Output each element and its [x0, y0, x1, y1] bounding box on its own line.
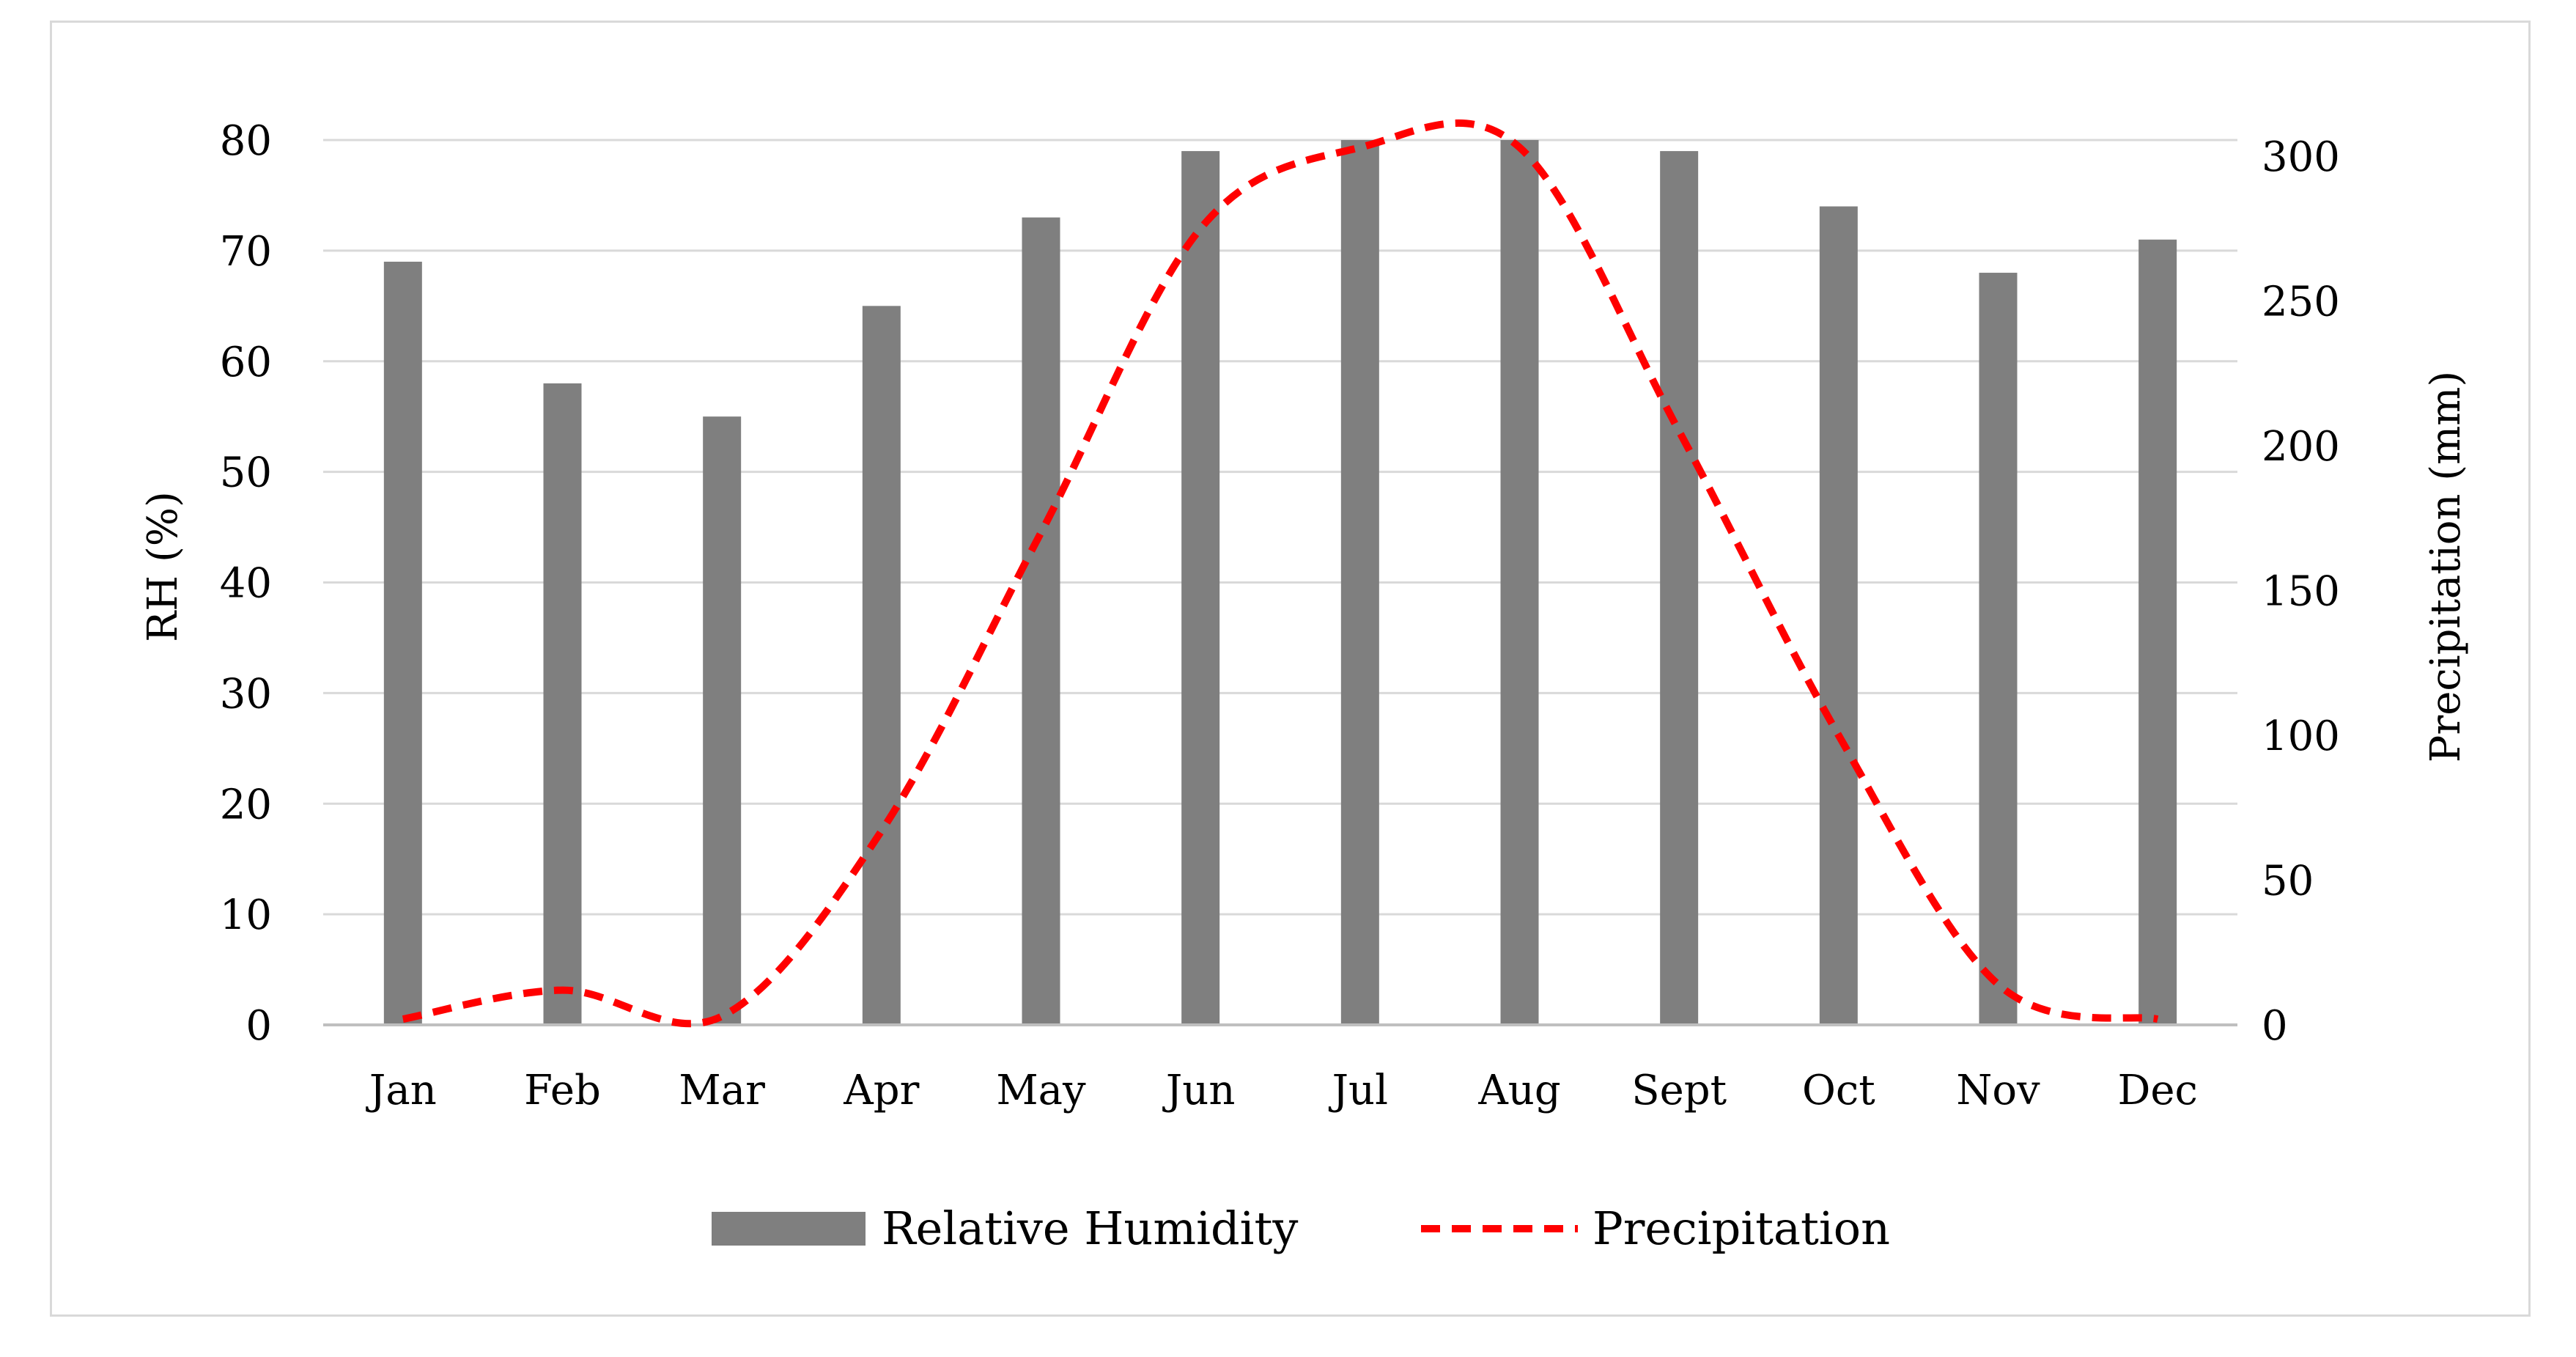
precipitation-line-group [402, 119, 2159, 1028]
bar-sept [1660, 151, 1699, 1025]
x-tick-label-jan: Jan [366, 1067, 437, 1114]
left-tick-label-40: 40 [220, 560, 272, 608]
bar-jan [383, 261, 422, 1025]
legend: Relative Humidity Precipitation [712, 1202, 1890, 1255]
x-tick-label-aug: Aug [1477, 1067, 1560, 1114]
right-tick-label-300: 300 [2262, 133, 2340, 181]
left-tick-label-80: 80 [220, 117, 272, 165]
x-axis-ticks: Jan Feb Mar Apr May Jun Jul Aug Sept Oct Nov Dec [366, 1067, 2198, 1114]
bar-dec [2138, 239, 2177, 1026]
chart-svg: 0 10 20 30 40 50 60 70 80 0 50 100 150 200 250 300 Jan… [139, 117, 2470, 1255]
right-tick-label-250: 250 [2262, 279, 2340, 326]
bar-jul [1340, 140, 1379, 1025]
gridlines [323, 139, 2237, 916]
x-tick-label-jul: Jul [1329, 1067, 1388, 1114]
right-axis-ticks: 0 50 100 150 200 250 300 [2262, 133, 2340, 1050]
bar-nov [1979, 273, 2018, 1025]
right-tick-label-0: 0 [2262, 1002, 2288, 1050]
left-axis-title: RH (%) [139, 491, 187, 642]
x-tick-label-nov: Nov [1956, 1067, 2040, 1114]
x-tick-label-may: May [996, 1067, 1086, 1114]
legend-label-relative-humidity: Relative Humidity [882, 1202, 1298, 1255]
right-tick-label-100: 100 [2262, 713, 2340, 760]
rh-bars [383, 140, 2177, 1026]
legend-label-precipitation: Precipitation [1593, 1202, 1890, 1255]
x-tick-label-apr: Apr [843, 1067, 919, 1114]
left-tick-label-70: 70 [220, 228, 272, 276]
right-axis-title: Precipitation (mm) [2422, 371, 2470, 762]
x-tick-label-dec: Dec [2117, 1067, 2197, 1114]
left-tick-label-30: 30 [220, 670, 272, 718]
bar-may [1022, 217, 1060, 1025]
x-tick-label-oct: Oct [1802, 1067, 1875, 1114]
x-tick-label-jun: Jun [1162, 1067, 1236, 1114]
bar-aug [1500, 140, 1539, 1025]
x-tick-label-feb: Feb [524, 1067, 601, 1114]
right-tick-label-150: 150 [2262, 568, 2340, 616]
bar-jun [1181, 151, 1220, 1025]
legend-swatch-relative-humidity [712, 1212, 866, 1246]
bar-apr [862, 306, 901, 1025]
bar-oct [1819, 206, 1858, 1025]
chart-frame: 0 10 20 30 40 50 60 70 80 0 50 100 150 200 250 300 Jan… [50, 21, 2531, 1317]
right-tick-label-200: 200 [2262, 423, 2340, 471]
x-tick-label-sept: Sept [1631, 1067, 1727, 1114]
left-tick-label-50: 50 [220, 449, 272, 497]
bar-feb [543, 383, 582, 1025]
left-tick-label-60: 60 [220, 339, 272, 386]
left-tick-label-10: 10 [220, 891, 272, 939]
bar-mar [703, 416, 742, 1025]
precipitation-line [402, 119, 2159, 1028]
left-tick-label-0: 0 [246, 1002, 272, 1050]
left-axis-ticks: 0 10 20 30 40 50 60 70 80 [220, 117, 272, 1050]
left-tick-label-20: 20 [220, 781, 272, 828]
right-tick-label-50: 50 [2262, 858, 2314, 905]
x-tick-label-mar: Mar [679, 1067, 765, 1114]
